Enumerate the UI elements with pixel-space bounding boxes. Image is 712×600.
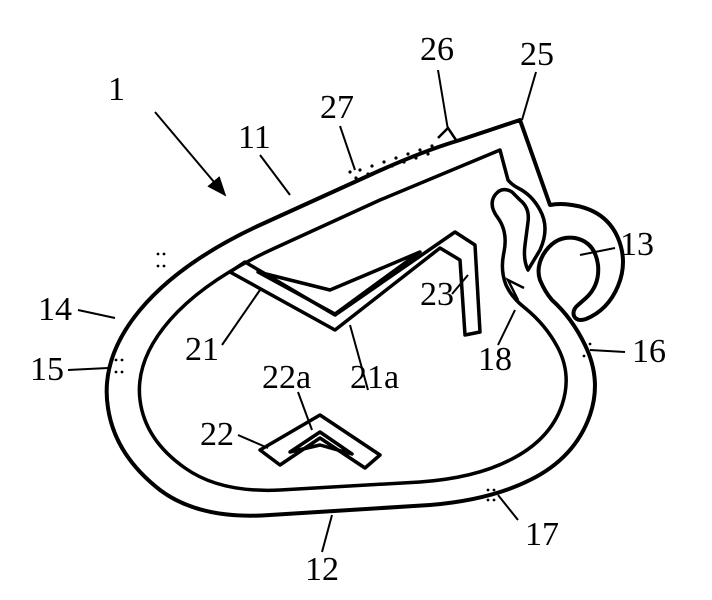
label-L27: 27 [320, 89, 354, 126]
stipple-dot [358, 168, 361, 171]
stipple-dot [406, 152, 409, 155]
label-L22: 22 [200, 416, 234, 453]
label-L23: 23 [420, 276, 454, 313]
section-dot [121, 371, 124, 374]
leader-L18 [498, 310, 515, 345]
stipple-dot [426, 152, 429, 155]
leader-lines [68, 70, 625, 552]
section-dot [157, 265, 160, 268]
label-L22a: 22a [262, 359, 311, 396]
leader-L27 [340, 126, 355, 170]
outer-wall [107, 120, 623, 516]
stipple-dot [390, 164, 393, 167]
stipple-dot [418, 148, 421, 151]
section-dot [487, 499, 490, 502]
leader-L12 [322, 515, 332, 552]
section-dot [493, 489, 496, 492]
stipple-dot [402, 160, 405, 163]
patent-figure: 1112726251316171215142122a21a222318 [0, 0, 712, 600]
stipple-dot [430, 144, 433, 147]
label-L21: 21 [185, 331, 219, 368]
label-L1: 1 [108, 71, 125, 108]
leader-L11 [260, 155, 290, 195]
seal-cross-section [107, 120, 623, 516]
leader-L13 [580, 248, 615, 255]
section-dot [493, 499, 496, 502]
leader-L14 [78, 310, 115, 318]
leader-L1 [155, 112, 225, 195]
section-dot [583, 355, 586, 358]
section-dot [487, 489, 490, 492]
leader-L21 [222, 290, 260, 345]
label-L11: 11 [238, 119, 271, 156]
leader-L17 [498, 495, 518, 520]
section-dot [157, 253, 160, 256]
section-dot [115, 371, 118, 374]
section-dot [583, 343, 586, 346]
section-dot [115, 359, 118, 362]
section-dot [589, 343, 592, 346]
stipple-dot [414, 156, 417, 159]
stipple-dot [394, 156, 397, 159]
label-L17: 17 [525, 516, 559, 553]
stipple-dot [370, 164, 373, 167]
reference-labels: 1112726251316171215142122a21a222318 [30, 31, 666, 588]
stipple-dot [382, 160, 385, 163]
leader-L26 [438, 70, 448, 130]
label-L14: 14 [38, 291, 72, 328]
label-L21a: 21a [350, 359, 399, 396]
leader-L25 [522, 72, 536, 120]
stipple-dot [348, 170, 351, 173]
label-L16: 16 [632, 333, 666, 370]
leader-L15 [68, 368, 108, 370]
lower-rib-inner [290, 432, 352, 454]
section-dot [589, 355, 592, 358]
section-dot [121, 359, 124, 362]
label-L15: 15 [30, 351, 64, 388]
stipple-dot [366, 172, 369, 175]
leader-L22 [238, 435, 268, 448]
section-dot [163, 253, 166, 256]
label-L12: 12 [305, 551, 339, 588]
label-L26: 26 [420, 31, 454, 68]
leader-L16 [590, 350, 625, 352]
section-dot [163, 265, 166, 268]
label-L25: 25 [520, 36, 554, 73]
label-L18: 18 [478, 341, 512, 378]
stipple-dot [378, 168, 381, 171]
label-L13: 13 [620, 226, 654, 263]
stipple-texture [348, 144, 433, 179]
stipple-dot [354, 176, 357, 179]
lower-rib [260, 415, 380, 468]
